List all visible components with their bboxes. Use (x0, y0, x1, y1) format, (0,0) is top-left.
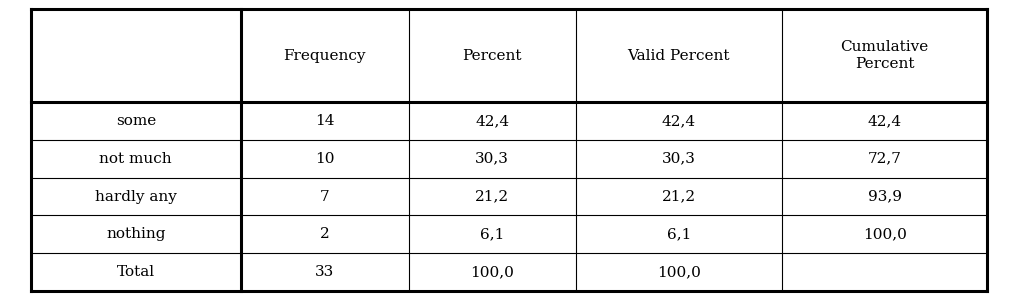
Text: 30,3: 30,3 (662, 152, 695, 166)
Text: some: some (116, 114, 156, 128)
Text: 21,2: 21,2 (475, 190, 509, 203)
Text: 6,1: 6,1 (667, 227, 691, 241)
Text: 21,2: 21,2 (662, 190, 696, 203)
Text: 42,4: 42,4 (867, 114, 902, 128)
Text: Valid Percent: Valid Percent (628, 49, 730, 62)
Text: 42,4: 42,4 (475, 114, 509, 128)
Text: 93,9: 93,9 (867, 190, 902, 203)
Text: 7: 7 (320, 190, 330, 203)
Text: nothing: nothing (106, 227, 166, 241)
Text: 10: 10 (315, 152, 335, 166)
Text: 2: 2 (320, 227, 330, 241)
Text: 6,1: 6,1 (480, 227, 505, 241)
Text: 33: 33 (316, 265, 335, 279)
Text: Cumulative
Percent: Cumulative Percent (841, 40, 928, 70)
Text: 100,0: 100,0 (470, 265, 514, 279)
Text: 72,7: 72,7 (867, 152, 902, 166)
Text: Total: Total (117, 265, 155, 279)
Text: 100,0: 100,0 (862, 227, 906, 241)
Text: Frequency: Frequency (284, 49, 366, 62)
Text: 42,4: 42,4 (662, 114, 696, 128)
Text: 30,3: 30,3 (475, 152, 509, 166)
Text: hardly any: hardly any (95, 190, 177, 203)
Text: not much: not much (100, 152, 172, 166)
Text: 14: 14 (315, 114, 335, 128)
Text: 100,0: 100,0 (657, 265, 700, 279)
Text: Percent: Percent (462, 49, 522, 62)
